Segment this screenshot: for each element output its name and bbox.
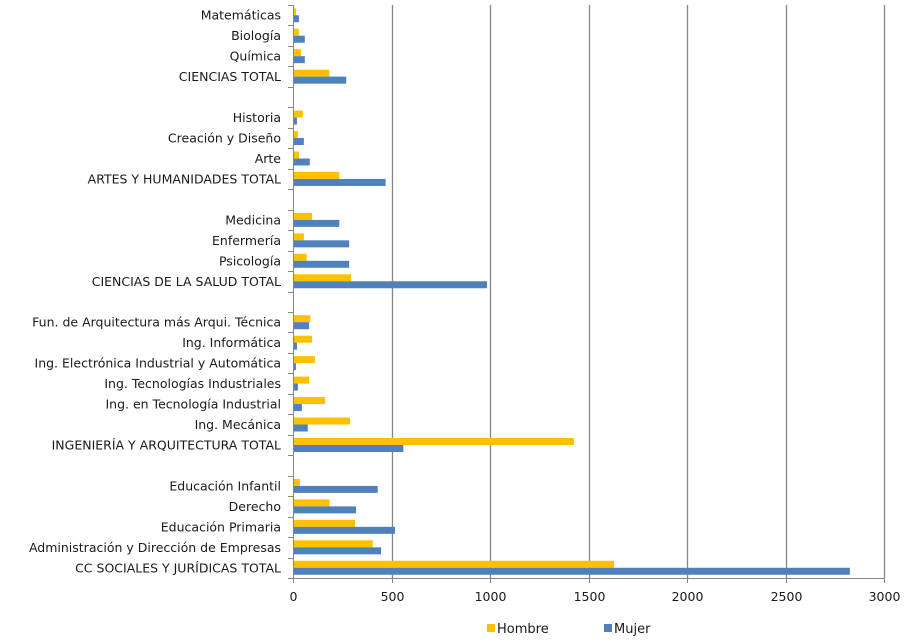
bar-hombre bbox=[294, 519, 356, 527]
bar-mujer bbox=[294, 76, 347, 84]
bar-mujer bbox=[294, 281, 488, 289]
axes bbox=[288, 5, 885, 583]
legend-label: Mujer bbox=[614, 622, 651, 637]
bar-mujer bbox=[294, 485, 378, 493]
bar-mujer bbox=[294, 547, 382, 555]
bar-mujer bbox=[294, 35, 305, 43]
category-label: Química bbox=[230, 49, 281, 64]
bar-hombre bbox=[294, 28, 299, 36]
bar-mujer bbox=[294, 117, 297, 125]
bar-hombre bbox=[294, 315, 311, 323]
bar-hombre bbox=[294, 110, 303, 118]
bar-hombre bbox=[294, 376, 310, 384]
category-labels: Matemáticas Biología Química CIENCIAS TOTAL… bbox=[29, 8, 281, 576]
category-label: CIENCIAS TOTAL bbox=[179, 69, 281, 84]
category-label: Educación Primaria bbox=[161, 519, 281, 534]
x-tick-label: 1500 bbox=[574, 589, 606, 604]
category-label: Fun. de Arquitectura más Arqui. Técnica bbox=[32, 315, 281, 330]
category-label: Administración y Dirección de Empresas bbox=[29, 540, 281, 555]
legend-swatch-hombre bbox=[487, 624, 495, 632]
bar-hombre bbox=[294, 131, 298, 139]
category-label: Enfermería bbox=[212, 233, 281, 248]
bar-hombre bbox=[294, 356, 316, 364]
bar-hombre bbox=[294, 540, 373, 548]
bar-mujer bbox=[294, 567, 850, 575]
category-label: CC SOCIALES Y JURÍDICAS TOTAL bbox=[75, 560, 281, 575]
bar-hombre bbox=[294, 8, 296, 16]
x-tick-label: 500 bbox=[381, 589, 405, 604]
category-label: Derecho bbox=[229, 499, 281, 514]
bar-mujer bbox=[294, 322, 310, 330]
bar-mujer bbox=[294, 158, 310, 166]
bar-hombre bbox=[294, 397, 326, 405]
bar-hombre bbox=[294, 499, 330, 507]
bar-mujer bbox=[294, 424, 308, 432]
bar-mujer bbox=[294, 506, 357, 514]
bar-hombre bbox=[294, 417, 351, 425]
bar-mujer bbox=[294, 240, 350, 248]
bar-mujer bbox=[294, 444, 404, 452]
bar-hombre bbox=[294, 335, 313, 343]
category-label: Biología bbox=[231, 28, 281, 43]
gridlines bbox=[391, 5, 886, 578]
category-label: Ing. Informática bbox=[182, 335, 281, 350]
bar-mujer bbox=[294, 219, 340, 227]
category-label: Ing. Electrónica Industrial y Automática bbox=[35, 356, 281, 371]
bar-mujer bbox=[294, 138, 304, 146]
bar-mujer bbox=[294, 56, 305, 64]
bar-mujer bbox=[294, 526, 396, 534]
category-label: Arte bbox=[255, 151, 282, 166]
x-tick-label: 0 bbox=[290, 589, 298, 604]
bar-mujer bbox=[294, 260, 350, 268]
category-label: Creación y Diseño bbox=[168, 131, 281, 146]
category-label: Ing. en Tecnología Industrial bbox=[105, 397, 281, 412]
bar-hombre bbox=[294, 69, 330, 77]
x-tick-label: 3000 bbox=[869, 589, 901, 604]
bar-mujer bbox=[294, 342, 297, 350]
category-label: Psicología bbox=[219, 253, 281, 268]
bar-hombre bbox=[294, 212, 313, 220]
bar-hombre bbox=[294, 171, 340, 179]
bar-mujer bbox=[294, 15, 299, 23]
bar-mujer bbox=[294, 363, 296, 371]
bars bbox=[294, 8, 850, 575]
category-label: INGENIERÍA Y ARQUITECTURA TOTAL bbox=[52, 437, 281, 452]
bar-hombre bbox=[294, 478, 300, 486]
bar-mujer bbox=[294, 404, 302, 412]
category-label: Historia bbox=[233, 110, 281, 125]
x-tick-label: 2000 bbox=[672, 589, 704, 604]
x-tick-label: 1000 bbox=[475, 589, 507, 604]
bar-hombre bbox=[294, 49, 301, 57]
category-label: Medicina bbox=[225, 212, 281, 227]
bar-hombre bbox=[294, 151, 299, 159]
legend-swatch-mujer bbox=[604, 624, 612, 632]
legend-label: Hombre bbox=[497, 622, 549, 637]
bar-hombre bbox=[294, 274, 352, 282]
category-label: Matemáticas bbox=[201, 8, 281, 23]
bar-mujer bbox=[294, 383, 298, 391]
bar-hombre bbox=[294, 233, 304, 241]
category-label: ARTES Y HUMANIDADES TOTAL bbox=[88, 171, 281, 186]
x-tick-label: 2500 bbox=[771, 589, 803, 604]
bar-hombre bbox=[294, 437, 574, 445]
bar-hombre bbox=[294, 253, 307, 261]
bar-hombre bbox=[294, 560, 615, 568]
category-label: Ing. Tecnologías Industriales bbox=[104, 376, 281, 391]
category-label: CIENCIAS DE LA SALUD TOTAL bbox=[92, 274, 281, 289]
x-tick-labels: 0 500 1000 1500 2000 2500 3000 bbox=[290, 589, 901, 604]
category-label: Educación Infantil bbox=[169, 478, 281, 493]
category-label: Ing. Mecánica bbox=[195, 417, 281, 432]
bar-mujer bbox=[294, 178, 386, 186]
legend: Hombre Mujer bbox=[487, 622, 651, 637]
